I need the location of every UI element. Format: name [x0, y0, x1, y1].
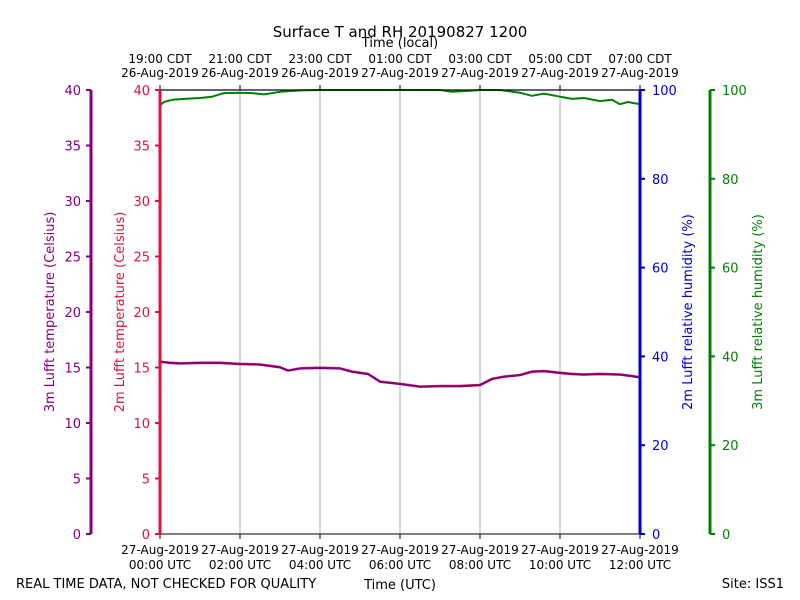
top-axis-title: Time (local)	[361, 36, 438, 51]
grid-lines	[239, 90, 561, 534]
temp-3m-tick-label: 0	[73, 528, 81, 543]
temp-3m-tick-label: 40	[64, 84, 81, 99]
temp-3m-axis-title: 3m Lufft temperature (Celsius)	[43, 212, 58, 413]
top-tick-label-time: 19:00 CDT	[128, 52, 192, 66]
top-tick-label-time: 07:00 CDT	[608, 52, 672, 66]
rh-2m-tick-label: 40	[652, 350, 669, 365]
temp-3m-tick-label: 30	[64, 195, 81, 210]
temp-3m-tick-label: 35	[64, 140, 81, 155]
top-tick-label-date: 26-Aug-2019	[281, 66, 359, 80]
x-tick-label-time: 10:00 UTC	[529, 558, 591, 572]
x-tick-label-time: 00:00 UTC	[129, 558, 191, 572]
x-axis-title: Time (UTC)	[363, 578, 436, 593]
top-tick-label-date: 27-Aug-2019	[601, 66, 679, 80]
x-tick-label-time: 04:00 UTC	[289, 558, 351, 572]
x-tick-label-date: 27-Aug-2019	[361, 543, 439, 557]
temp-2m-tick-label: 0	[142, 528, 150, 543]
x-tick-label-time: 06:00 UTC	[369, 558, 431, 572]
site-label: Site: ISS1	[722, 577, 784, 592]
temp-2m-tick-label: 40	[133, 84, 150, 99]
chart-title: Surface T and RH 20190827 1200	[273, 23, 528, 41]
rh-2m-axis-title: 2m Lufft relative humidity (%)	[681, 214, 696, 410]
x-tick-label-time: 08:00 UTC	[449, 558, 511, 572]
top-tick-label-date: 27-Aug-2019	[361, 66, 439, 80]
temp-2m-tick-label: 25	[133, 251, 150, 266]
rh-2m-tick-label: 0	[652, 528, 660, 543]
temp-2m-tick-label: 10	[133, 417, 150, 432]
top-tick-label-time: 23:00 CDT	[288, 52, 352, 66]
top-tick-label-date: 27-Aug-2019	[441, 66, 519, 80]
top-tick-label-time: 03:00 CDT	[448, 52, 512, 66]
x-tick-label-date: 27-Aug-2019	[281, 543, 359, 557]
temp-2m-tick-label: 30	[133, 195, 150, 210]
rh-3m-tick-label: 60	[722, 262, 739, 277]
temp-3m-tick-label: 10	[64, 417, 81, 432]
x-tick-label-date: 27-Aug-2019	[121, 543, 199, 557]
top-tick-label-date: 26-Aug-2019	[121, 66, 199, 80]
rh-3m-tick-label: 20	[722, 439, 739, 454]
temp-2m-tick-label: 15	[133, 362, 150, 377]
temp-2m-tick-label: 35	[133, 140, 150, 155]
top-tick-label-date: 27-Aug-2019	[521, 66, 599, 80]
series-line-temp3m	[159, 360, 641, 388]
temp-3m-tick-label: 25	[64, 251, 81, 266]
top-tick-label-time: 05:00 CDT	[528, 52, 592, 66]
rh-2m-tick-label: 60	[652, 262, 669, 277]
rh-3m-tick-label: 80	[722, 173, 739, 188]
rh-3m-tick-label: 0	[722, 528, 730, 543]
temp-3m-tick-label: 20	[64, 306, 81, 321]
rh-3m-tick-label: 40	[722, 350, 739, 365]
rh-3m-axis-title: 3m Lufft relative humidity (%)	[751, 214, 766, 410]
x-tick-label-date: 27-Aug-2019	[601, 543, 679, 557]
top-tick-label-time: 21:00 CDT	[208, 52, 272, 66]
quality-disclaimer: REAL TIME DATA, NOT CHECKED FOR QUALITY	[16, 577, 316, 592]
top-tick-label-date: 26-Aug-2019	[201, 66, 279, 80]
temp-2m-tick-label: 5	[142, 473, 150, 488]
rh-3m-tick-label: 100	[722, 84, 747, 99]
x-tick-label-time: 02:00 UTC	[209, 558, 271, 572]
x-tick-label-date: 27-Aug-2019	[201, 543, 279, 557]
temp-3m-tick-label: 15	[64, 362, 81, 377]
temp-2m-axis-title: 2m Lufft temperature (Celsius)	[113, 212, 128, 413]
temp-2m-tick-label: 20	[133, 306, 150, 321]
x-tick-label-time: 12:00 UTC	[609, 558, 671, 572]
top-tick-label-time: 01:00 CDT	[368, 52, 432, 66]
rh-2m-tick-label: 20	[652, 439, 669, 454]
temp-3m-tick-label: 5	[73, 473, 81, 488]
rh-2m-tick-label: 100	[652, 84, 677, 99]
x-tick-label-date: 27-Aug-2019	[521, 543, 599, 557]
rh-2m-tick-label: 80	[652, 173, 669, 188]
x-tick-label-date: 27-Aug-2019	[441, 543, 519, 557]
